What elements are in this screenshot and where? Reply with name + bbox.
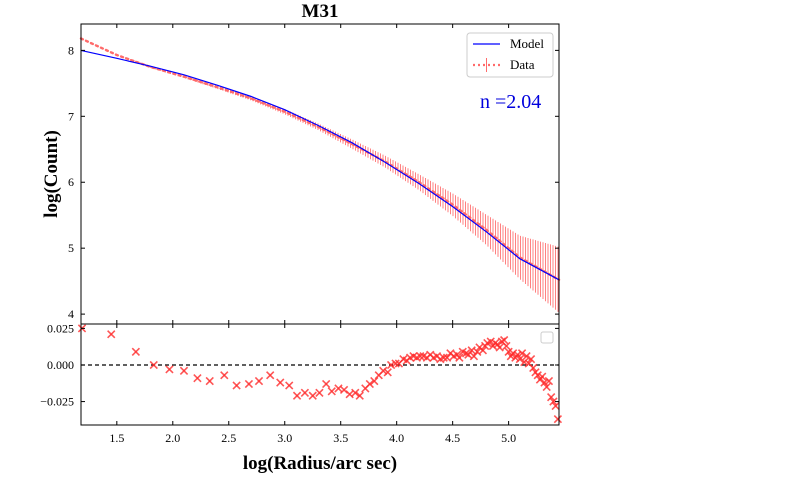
residual-marker (365, 379, 374, 389)
residual-marker (193, 373, 202, 383)
residual-marker (276, 378, 285, 387)
residual-marker (520, 357, 529, 367)
x-tick-label: 4.0 (389, 431, 404, 445)
x-tick-label: 3.5 (333, 431, 348, 445)
residual-marker (300, 388, 310, 397)
residual-marker (478, 346, 488, 355)
residual-marker (386, 360, 396, 370)
residual-marker (321, 379, 331, 389)
residual-marker (232, 381, 241, 390)
x-axis-label: log(Radius/arc sec) (243, 453, 397, 474)
bottom-y-tick-label: 0.025 (47, 321, 74, 335)
residual-marker (502, 341, 511, 351)
residual-marker (540, 378, 549, 387)
top-y-tick-label: 4 (68, 307, 74, 321)
residual-marker (339, 385, 349, 395)
residual-marker (355, 391, 364, 400)
residual-marker (553, 414, 563, 424)
data-series-line (79, 37, 561, 281)
residual-marker (416, 352, 425, 361)
bottom-y-tick-label: −0.025 (40, 395, 74, 409)
sersic-index-annotation: n =2.04 (480, 91, 541, 113)
residual-marker (220, 371, 229, 380)
residual-marker (315, 388, 324, 397)
residual-marker (522, 352, 531, 361)
residual-marker (370, 376, 379, 386)
empty-legend-box (540, 331, 554, 344)
top-ticks: 4 5 6 7 8 (68, 24, 559, 324)
residual-marker (529, 363, 538, 373)
top-series-lines (79, 37, 561, 281)
legend: Model Data (466, 32, 554, 78)
x-tick-label: 5.0 (501, 431, 516, 445)
legend-data-label: Data (510, 57, 535, 72)
residual-marker (383, 368, 392, 377)
residual-marker (351, 388, 360, 397)
residual-marker (308, 391, 317, 400)
bottom-ticks: 1.5 2.0 2.5 3.0 3.5 4.0 4.5 5.0 0.025 0.000 −0.025 (40, 321, 559, 445)
top-y-tick-label: 5 (68, 241, 74, 255)
residual-marker (549, 397, 558, 406)
top-y-tick-label: 8 (68, 43, 74, 57)
top-y-tick-label: 7 (68, 109, 74, 123)
top-y-tick-label: 6 (68, 175, 74, 189)
y-axis-label: log(Count) (41, 130, 62, 218)
residual-marker (379, 366, 388, 376)
residual-marker (266, 371, 275, 380)
residual-marker (244, 379, 254, 389)
residual-marker (538, 372, 547, 381)
residual-marker (499, 335, 509, 345)
residual-marker (486, 337, 495, 346)
residual-marker (285, 381, 294, 390)
x-tick-label: 2.0 (165, 431, 180, 445)
x-tick-label: 3.0 (277, 431, 292, 445)
residual-marker (526, 354, 536, 364)
residual-marker (551, 401, 560, 411)
residual-marker (391, 359, 400, 368)
bottom-plot-frame (80, 323, 560, 426)
residual-marker (165, 365, 174, 374)
residual-marker (327, 387, 336, 396)
residual-marker (179, 366, 189, 376)
residual-marker (254, 376, 264, 386)
residual-markers (77, 324, 563, 424)
residual-marker (544, 376, 554, 386)
residual-marker (542, 382, 551, 392)
residual-marker (508, 349, 518, 358)
residual-marker (292, 391, 302, 400)
chart-title: M31 (302, 1, 339, 22)
residual-marker (149, 360, 158, 370)
bottom-panel: 1.5 2.0 2.5 3.0 3.5 4.0 4.5 5.0 0.025 0.000 −0.025… (40, 321, 563, 474)
data-errorbars (82, 38, 559, 312)
legend-model-label: Model (510, 36, 544, 51)
bottom-y-tick-label: 0.000 (47, 358, 74, 372)
residual-marker (107, 330, 116, 339)
residual-marker (455, 353, 464, 362)
x-tick-label: 1.5 (109, 431, 124, 445)
top-panel: M31 4 5 6 7 8 log(Count) n =2.04 Model Data (41, 1, 561, 325)
residual-marker (517, 349, 527, 358)
residual-marker (546, 393, 556, 402)
residual-marker (131, 347, 141, 356)
residual-marker (495, 343, 504, 352)
residual-marker (533, 371, 542, 380)
x-tick-label: 2.5 (221, 431, 236, 445)
residual-marker (515, 354, 524, 364)
residual-marker (205, 376, 214, 386)
model-series-line (80, 49, 560, 281)
residual-marker (513, 350, 522, 359)
x-tick-label: 4.5 (445, 431, 460, 445)
residual-marker (504, 347, 513, 356)
residual-marker (439, 353, 448, 362)
